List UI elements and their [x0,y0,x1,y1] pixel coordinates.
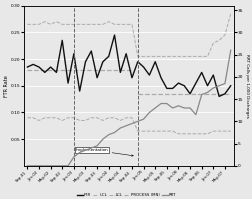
Legend: FTR, UCL, LCL, PROCESS (MN), RRT: FTR, UCL, LCL, PROCESS (MN), RRT [75,192,177,199]
Y-axis label: FTR Rate: FTR Rate [4,75,9,97]
Text: Implementation: Implementation [75,148,133,156]
Y-axis label: RRT Calls per 1,000 Discharges: RRT Calls per 1,000 Discharges [244,54,248,118]
